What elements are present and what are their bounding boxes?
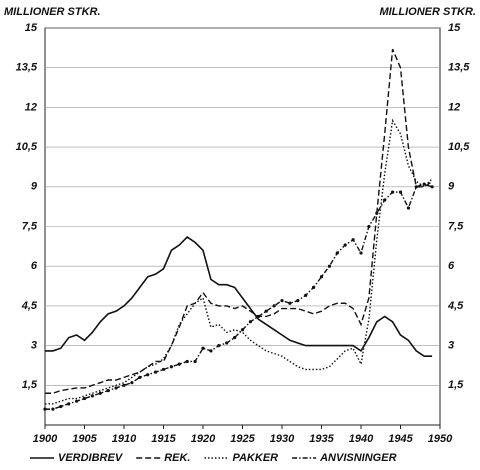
series-marker [90, 394, 94, 398]
y-tick-label: 15 [25, 22, 38, 34]
y-tick-label: 13,5 [16, 62, 38, 74]
y2-tick-label: 6 [448, 260, 455, 272]
series-marker [169, 365, 173, 369]
x-tick-label: 1935 [309, 433, 334, 445]
series-marker [398, 190, 403, 194]
x-tick-label: 1925 [230, 433, 255, 445]
y2-tick-label: 12 [448, 101, 460, 113]
series-line [45, 236, 433, 357]
y2-tick-label: 4,5 [447, 300, 464, 312]
series-marker [335, 251, 339, 255]
x-tick-label: 1945 [388, 433, 413, 445]
x-tick-label: 1920 [191, 433, 216, 445]
series-marker [272, 304, 276, 308]
y2-tick-label: 13,5 [448, 62, 470, 74]
series-marker [59, 404, 63, 409]
y2-tick-label: 1,5 [448, 379, 464, 391]
series-marker [248, 320, 252, 324]
y-tick-label: 3 [31, 340, 37, 352]
series-marker [161, 367, 166, 372]
series-marker [154, 370, 158, 374]
series-marker [367, 224, 371, 229]
y2-tick-label: 3 [448, 340, 454, 352]
series-marker [217, 344, 221, 348]
series-marker [122, 383, 126, 387]
x-tick-label: 1940 [349, 433, 374, 445]
legend-label: VERDIBREV [58, 452, 124, 464]
x-tick-label: 1915 [151, 433, 176, 445]
y-tick-label: 10,5 [16, 141, 38, 153]
series-marker [327, 264, 331, 268]
series-marker [264, 309, 268, 313]
series-marker [225, 341, 229, 345]
series-marker [193, 359, 197, 364]
series-marker [406, 206, 410, 210]
series-marker [319, 275, 324, 279]
series-marker [43, 407, 47, 411]
series-marker [304, 293, 308, 297]
series-marker [343, 243, 347, 247]
series-marker [351, 238, 355, 242]
series-marker [391, 190, 395, 194]
series-marker [240, 328, 245, 332]
series-marker [130, 381, 134, 385]
series-marker [209, 349, 213, 353]
series-marker [106, 388, 110, 393]
series-marker [422, 182, 426, 186]
legend-label: PAKKER [232, 452, 278, 464]
series-marker [51, 407, 55, 411]
x-tick-label: 1950 [428, 433, 453, 445]
series-marker [114, 386, 118, 390]
series-marker [98, 391, 102, 395]
y-axis-label: MILLIONER STKR. [4, 6, 101, 18]
series-marker [75, 399, 79, 403]
series-marker [146, 373, 150, 377]
series-marker [82, 396, 87, 401]
y2-tick-label: 10,5 [448, 141, 470, 153]
y-tick-label: 7,5 [22, 220, 38, 232]
series-marker [312, 285, 316, 289]
series-marker [233, 336, 237, 340]
series-marker [288, 301, 292, 305]
x-tick-label: 1910 [112, 433, 137, 445]
series-marker [256, 314, 260, 319]
y2-axis-label: MILLIONER STKR. [379, 6, 476, 18]
legend-label: REK. [164, 452, 190, 464]
series-marker [185, 359, 189, 364]
x-tick-label: 1930 [270, 433, 295, 445]
series-marker [67, 402, 71, 406]
series-marker [414, 185, 418, 189]
y2-tick-label: 9 [448, 181, 455, 193]
y-tick-label: 1,5 [22, 379, 38, 391]
series-marker [383, 198, 387, 202]
y-tick-label: 4,5 [21, 300, 38, 312]
legend-label: ANVISNINGER [319, 452, 396, 464]
series-marker [430, 185, 434, 189]
series-marker [177, 362, 181, 366]
series-line [45, 48, 433, 394]
y2-tick-label: 15 [448, 22, 461, 34]
series-marker [280, 299, 284, 303]
x-tick-label: 1900 [33, 433, 58, 445]
series-marker [296, 299, 300, 303]
y2-tick-label: 7,5 [448, 220, 464, 232]
y-tick-label: 6 [31, 260, 38, 272]
x-tick-label: 1905 [72, 433, 97, 445]
series-line [45, 183, 433, 410]
series-line [45, 118, 433, 405]
series-marker [359, 251, 363, 255]
series-marker [138, 375, 142, 379]
series-marker [201, 346, 205, 350]
y-tick-label: 12 [25, 101, 37, 113]
series-marker [375, 211, 379, 215]
y-tick-label: 9 [31, 181, 38, 193]
